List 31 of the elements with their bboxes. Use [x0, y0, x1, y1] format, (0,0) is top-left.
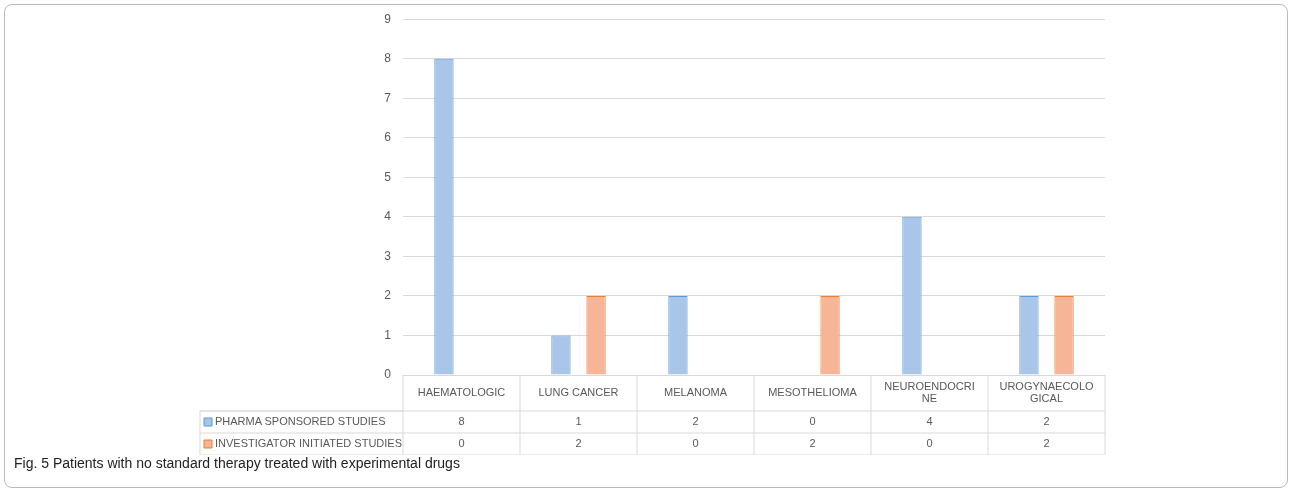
- x-tick-label: UROGYNAECOLOGICAL: [999, 380, 1094, 405]
- y-tick-label: 0: [384, 367, 392, 382]
- x-tick-label: LUNG CANCER: [538, 386, 619, 399]
- y-tick-label: 6: [384, 130, 392, 145]
- y-tick-label: 7: [384, 90, 392, 105]
- y-tick-label: 8: [384, 51, 392, 66]
- data-label: 0: [692, 437, 699, 450]
- data-label: 0: [926, 437, 933, 450]
- legend-label: INVESTIGATOR INITIATED STUDIES: [215, 437, 403, 450]
- y-tick-label: 4: [384, 209, 392, 224]
- caption: Fig. 5 Patients with no standard therapy treated with experimental drugs: [14, 455, 460, 471]
- data-label: 4: [926, 415, 933, 428]
- x-tick-label: HAEMATOLOGIC: [417, 386, 506, 399]
- data-label: 2: [809, 437, 816, 450]
- x-tick-label: MELANOMA: [664, 386, 728, 399]
- y-tick-label: 3: [384, 248, 392, 263]
- y-tick-label: 5: [384, 169, 392, 184]
- legend-label: PHARMA SPONSORED STUDIES: [215, 415, 386, 428]
- x-tick-label: MESOTHELIOMA: [768, 386, 858, 399]
- data-label: 2: [1043, 437, 1050, 450]
- data-label: 8: [458, 415, 465, 428]
- y-tick-label: 1: [384, 327, 392, 342]
- y-tick-label: 9: [384, 11, 392, 26]
- data-label: 2: [692, 415, 699, 428]
- x-tick-label: NEUROENDOCRINE: [884, 380, 975, 405]
- data-label: 1: [575, 415, 582, 428]
- data-label: 2: [1043, 415, 1050, 428]
- data-label: 0: [809, 415, 816, 428]
- data-label: 2: [575, 437, 582, 450]
- y-tick-label: 2: [384, 288, 392, 303]
- data-label: 0: [458, 437, 465, 450]
